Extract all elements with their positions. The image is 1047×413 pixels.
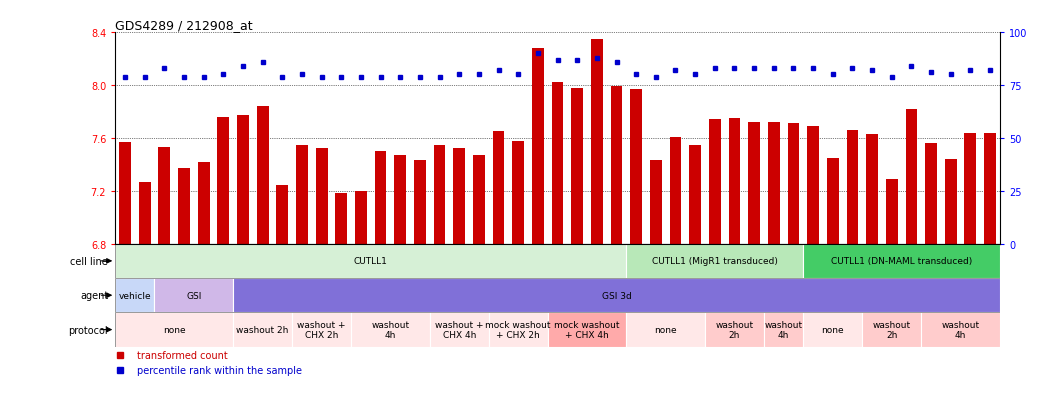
Text: washout
4h: washout 4h	[372, 320, 409, 339]
Bar	[787, 124, 799, 244]
Text: transformed count: transformed count	[137, 351, 228, 361]
Bar	[803, 313, 863, 347]
Text: washout
4h: washout 4h	[941, 320, 980, 339]
Bar	[351, 313, 429, 347]
Bar	[532, 49, 543, 244]
Bar	[395, 156, 406, 244]
Bar	[906, 109, 917, 244]
Bar	[729, 119, 740, 244]
Bar	[705, 313, 764, 347]
Bar	[453, 149, 465, 244]
Text: mock washout
+ CHX 2h: mock washout + CHX 2h	[486, 320, 551, 339]
Text: CUTLL1 (MigR1 transduced): CUTLL1 (MigR1 transduced)	[652, 257, 778, 266]
Bar	[767, 123, 780, 244]
Bar	[257, 107, 268, 244]
Text: vehicle: vehicle	[118, 291, 151, 300]
Text: washout +
CHX 4h: washout + CHX 4h	[435, 320, 484, 339]
Bar	[292, 313, 351, 347]
Text: washout 2h: washout 2h	[237, 325, 289, 334]
Text: CUTLL1: CUTLL1	[354, 257, 387, 266]
Bar	[764, 313, 803, 347]
Text: mock washout
+ CHX 4h: mock washout + CHX 4h	[554, 320, 620, 339]
Bar	[355, 191, 366, 244]
Text: GSI: GSI	[186, 291, 201, 300]
Bar	[158, 148, 171, 244]
Text: none: none	[822, 325, 844, 334]
Text: GDS4289 / 212908_at: GDS4289 / 212908_at	[115, 19, 252, 32]
Bar	[689, 145, 701, 244]
Bar	[115, 278, 155, 313]
Bar	[630, 90, 642, 244]
Bar	[650, 161, 662, 244]
Bar	[115, 313, 233, 347]
Bar	[626, 244, 803, 278]
Text: washout
2h: washout 2h	[873, 320, 911, 339]
Text: protocol: protocol	[69, 325, 108, 335]
Bar	[237, 116, 249, 244]
Bar	[552, 83, 563, 244]
Bar	[827, 158, 839, 244]
Bar	[886, 180, 897, 244]
Text: washout +
CHX 2h: washout + CHX 2h	[297, 320, 346, 339]
Bar	[803, 244, 1000, 278]
Bar	[414, 161, 426, 244]
Bar	[489, 313, 548, 347]
Text: percentile rank within the sample: percentile rank within the sample	[137, 365, 303, 375]
Bar	[670, 137, 682, 244]
Bar	[433, 145, 445, 244]
Bar	[233, 278, 1000, 313]
Bar	[296, 145, 308, 244]
Bar	[473, 156, 485, 244]
Text: agent: agent	[80, 290, 108, 301]
Text: cell line: cell line	[70, 256, 108, 266]
Text: GSI 3d: GSI 3d	[602, 291, 631, 300]
Bar	[119, 142, 131, 244]
Bar	[155, 278, 233, 313]
Bar	[921, 313, 1000, 347]
Bar	[572, 88, 583, 244]
Text: washout
2h: washout 2h	[715, 320, 754, 339]
Text: washout
4h: washout 4h	[764, 320, 803, 339]
Bar	[984, 133, 996, 244]
Bar	[335, 194, 348, 244]
Bar	[316, 149, 328, 244]
Bar	[198, 162, 209, 244]
Bar	[866, 135, 878, 244]
Bar	[926, 144, 937, 244]
Bar	[749, 123, 760, 244]
Bar	[626, 313, 705, 347]
Bar	[375, 152, 386, 244]
Bar	[276, 186, 288, 244]
Bar	[115, 244, 626, 278]
Bar	[709, 120, 720, 244]
Bar	[944, 160, 957, 244]
Bar	[807, 127, 819, 244]
Text: none: none	[163, 325, 185, 334]
Bar	[591, 40, 603, 244]
Bar	[493, 132, 505, 244]
Bar	[964, 133, 976, 244]
Bar	[512, 141, 525, 244]
Bar	[218, 117, 229, 244]
Text: none: none	[654, 325, 677, 334]
Bar	[233, 313, 292, 347]
Bar	[139, 182, 151, 244]
Bar	[429, 313, 489, 347]
Text: CUTLL1 (DN-MAML transduced): CUTLL1 (DN-MAML transduced)	[831, 257, 973, 266]
Bar	[847, 131, 859, 244]
Bar	[610, 87, 622, 244]
Bar	[863, 313, 921, 347]
Bar	[178, 169, 190, 244]
Bar	[548, 313, 626, 347]
